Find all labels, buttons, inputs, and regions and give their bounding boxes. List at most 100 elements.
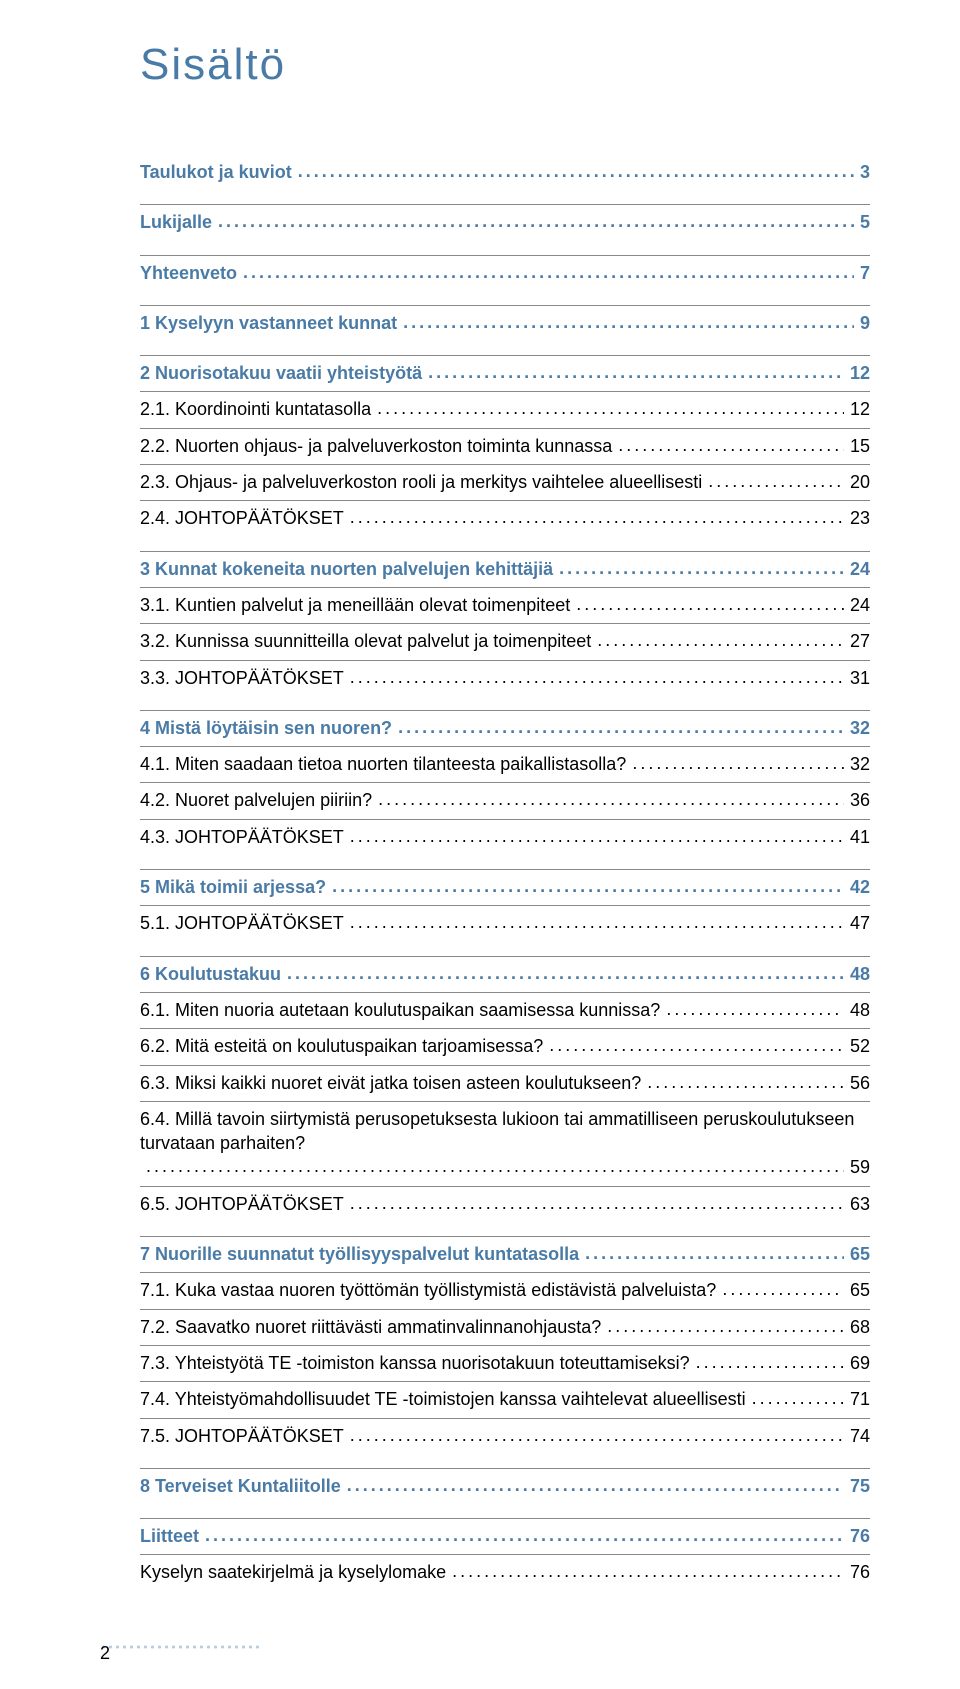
toc-label: 3.2. Kunnissa suunnitteilla olevat palve… (140, 629, 591, 653)
toc-entry[interactable]: 3.2. Kunnissa suunnitteilla olevat palve… (140, 623, 870, 653)
toc-label: 2.2. Nuorten ohjaus- ja palveluverkoston… (140, 434, 612, 458)
toc-entry[interactable]: 6.3. Miksi kaikki nuoret eivät jatka toi… (140, 1065, 870, 1095)
toc-entry[interactable]: 2.1. Koordinointi kuntatasolla..........… (140, 391, 870, 421)
toc-leader: ........................................… (377, 396, 844, 420)
toc-leader: ........................................… (350, 665, 844, 689)
toc-entry[interactable]: 1 Kyselyyn vastanneet kunnat............… (140, 305, 870, 335)
toc-leader: ........................................… (146, 1154, 844, 1178)
toc-entry[interactable]: 3 Kunnat kokeneita nuorten palvelujen ke… (140, 551, 870, 581)
toc-label: 5.1. JOHTOPÄÄTÖKSET (140, 911, 344, 935)
toc-label: Taulukot ja kuviot (140, 160, 292, 184)
toc-page: 23 (850, 506, 870, 530)
toc-page: 12 (850, 397, 870, 421)
toc-entry[interactable]: 3.1. Kuntien palvelut ja meneillään olev… (140, 587, 870, 617)
toc-entry[interactable]: 6.4. Millä tavoin siirtymistä perusopetu… (140, 1101, 870, 1180)
toc-page: 59 (850, 1155, 870, 1179)
toc-entry[interactable]: 4.3. JOHTOPÄÄTÖKSET.....................… (140, 819, 870, 849)
toc-label: 7.5. JOHTOPÄÄTÖKSET (140, 1424, 344, 1448)
toc-label: 8 Terveiset Kuntaliitolle (140, 1474, 341, 1498)
toc-label: 7.2. Saavatko nuoret riittävästi ammatin… (140, 1315, 601, 1339)
toc-entry[interactable]: 4 Mistä löytäisin sen nuoren?...........… (140, 710, 870, 740)
toc-page: 56 (850, 1071, 870, 1095)
toc-entry[interactable]: 7 Nuorille suunnatut työllisyyspalvelut … (140, 1236, 870, 1266)
toc-leader: ........................................… (350, 910, 844, 934)
toc-entry[interactable]: 7.5. JOHTOPÄÄTÖKSET.....................… (140, 1418, 870, 1448)
toc-leader: ........................................… (708, 469, 844, 493)
toc-label: 3.3. JOHTOPÄÄTÖKSET (140, 666, 344, 690)
toc-label: Lukijalle (140, 210, 212, 234)
toc-page: 52 (850, 1034, 870, 1058)
toc-label: 1 Kyselyyn vastanneet kunnat (140, 311, 397, 335)
toc-label: 7 Nuorille suunnatut työllisyyspalvelut … (140, 1242, 579, 1266)
toc-page: 76 (850, 1524, 870, 1548)
toc-leader: ........................................… (559, 556, 844, 580)
toc-entry[interactable]: 5 Mikä toimii arjessa?..................… (140, 869, 870, 899)
toc-page: 20 (850, 470, 870, 494)
toc-entry[interactable]: 2.2. Nuorten ohjaus- ja palveluverkoston… (140, 428, 870, 458)
toc-entry[interactable]: Lukijalle...............................… (140, 204, 870, 234)
toc-page: 27 (850, 629, 870, 653)
page-number: 2 (100, 1643, 110, 1664)
toc-leader: ........................................… (298, 159, 854, 183)
toc-entry[interactable]: 2.4. JOHTOPÄÄTÖKSET.....................… (140, 500, 870, 530)
toc-page: 32 (850, 716, 870, 740)
toc-label: 3 Kunnat kokeneita nuorten palvelujen ke… (140, 557, 553, 581)
toc-page: 76 (850, 1560, 870, 1584)
toc-entry[interactable]: 5.1. JOHTOPÄÄTÖKSET.....................… (140, 905, 870, 935)
toc-page: 32 (850, 752, 870, 776)
toc-entry[interactable]: 8 Terveiset Kuntaliitolle...............… (140, 1468, 870, 1498)
toc-page: 63 (850, 1192, 870, 1216)
toc-leader: ........................................… (243, 260, 854, 284)
toc-label: Yhteenveto (140, 261, 237, 285)
toc-leader: ........................................… (350, 1191, 844, 1215)
toc-leader: ........................................… (452, 1559, 844, 1583)
toc-label: 2.4. JOHTOPÄÄTÖKSET (140, 506, 344, 530)
toc-entry[interactable]: Yhteenveto..............................… (140, 255, 870, 285)
toc-leader: ........................................… (607, 1314, 844, 1338)
toc-leader: ........................................… (752, 1386, 844, 1410)
toc-label: 6.2. Mitä esteitä on koulutuspaikan tarj… (140, 1034, 543, 1058)
toc-leader: ........................................… (666, 997, 844, 1021)
toc-leader: ........................................… (585, 1241, 844, 1265)
toc-entry[interactable]: 6.1. Miten nuoria autetaan koulutuspaika… (140, 992, 870, 1022)
toc-label: 7.3. Yhteistyötä TE -toimiston kanssa nu… (140, 1351, 690, 1375)
toc-page: 68 (850, 1315, 870, 1339)
toc-entry[interactable]: 6.5. JOHTOPÄÄTÖKSET.....................… (140, 1186, 870, 1216)
toc-leader: ........................................… (398, 715, 844, 739)
toc-entry[interactable]: 6 Koulutustakuu.........................… (140, 956, 870, 986)
toc-entry[interactable]: 4.2. Nuoret palvelujen piiriin?.........… (140, 782, 870, 812)
toc-entry[interactable]: 7.4. Yhteistyömahdollisuudet TE -toimist… (140, 1381, 870, 1411)
toc-page: 9 (860, 311, 870, 335)
toc-page: 74 (850, 1424, 870, 1448)
toc-entry[interactable]: 7.1. Kuka vastaa nuoren työttömän työlli… (140, 1272, 870, 1302)
toc-label: 4.1. Miten saadaan tietoa nuorten tilant… (140, 752, 626, 776)
toc-label: 2 Nuorisotakuu vaatii yhteistyötä (140, 361, 422, 385)
toc-label: 4.2. Nuoret palvelujen piiriin? (140, 788, 372, 812)
toc-entry[interactable]: 3.3. JOHTOPÄÄTÖKSET.....................… (140, 660, 870, 690)
toc-page: 3 (860, 160, 870, 184)
toc-entry[interactable]: 6.2. Mitä esteitä on koulutuspaikan tarj… (140, 1028, 870, 1058)
toc-page: 65 (850, 1278, 870, 1302)
toc-label: 4.3. JOHTOPÄÄTÖKSET (140, 825, 344, 849)
toc-entry[interactable]: 7.2. Saavatko nuoret riittävästi ammatin… (140, 1309, 870, 1339)
toc-page: 48 (850, 962, 870, 986)
toc-label: 6 Koulutustakuu (140, 962, 281, 986)
toc-page: 71 (850, 1387, 870, 1411)
toc-label: 6.1. Miten nuoria autetaan koulutuspaika… (140, 998, 660, 1022)
table-of-contents: Taulukot ja kuviot......................… (140, 160, 870, 1585)
toc-page: 47 (850, 911, 870, 935)
toc-leader: ........................................… (549, 1033, 844, 1057)
toc-leader: ........................................… (378, 787, 844, 811)
toc-leader: ........................................… (350, 1423, 844, 1447)
toc-leader: ........................................… (350, 824, 844, 848)
toc-label: 5 Mikä toimii arjessa? (140, 875, 326, 899)
toc-leader: ........................................… (218, 209, 854, 233)
toc-entry[interactable]: Kyselyn saatekirjelmä ja kyselylomake...… (140, 1554, 870, 1584)
toc-entry[interactable]: Liitteet................................… (140, 1518, 870, 1548)
toc-entry[interactable]: 7.3. Yhteistyötä TE -toimiston kanssa nu… (140, 1345, 870, 1375)
toc-entry[interactable]: 2 Nuorisotakuu vaatii yhteistyötä.......… (140, 355, 870, 385)
toc-entry[interactable]: Taulukot ja kuviot......................… (140, 160, 870, 184)
toc-entry[interactable]: 4.1. Miten saadaan tietoa nuorten tilant… (140, 746, 870, 776)
toc-page: 65 (850, 1242, 870, 1266)
toc-entry[interactable]: 2.3. Ohjaus- ja palveluverkoston rooli j… (140, 464, 870, 494)
